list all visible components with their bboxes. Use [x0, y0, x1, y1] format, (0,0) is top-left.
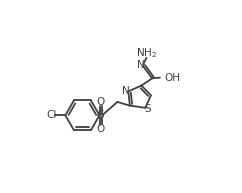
- Text: S: S: [97, 110, 104, 120]
- Text: Cl: Cl: [46, 110, 57, 120]
- Text: N: N: [122, 86, 130, 96]
- Text: N: N: [137, 60, 145, 70]
- Text: NH$_2$: NH$_2$: [136, 46, 157, 60]
- Text: O: O: [96, 124, 104, 134]
- Text: S: S: [144, 103, 151, 113]
- Text: OH: OH: [165, 73, 181, 83]
- Text: O: O: [96, 97, 104, 107]
